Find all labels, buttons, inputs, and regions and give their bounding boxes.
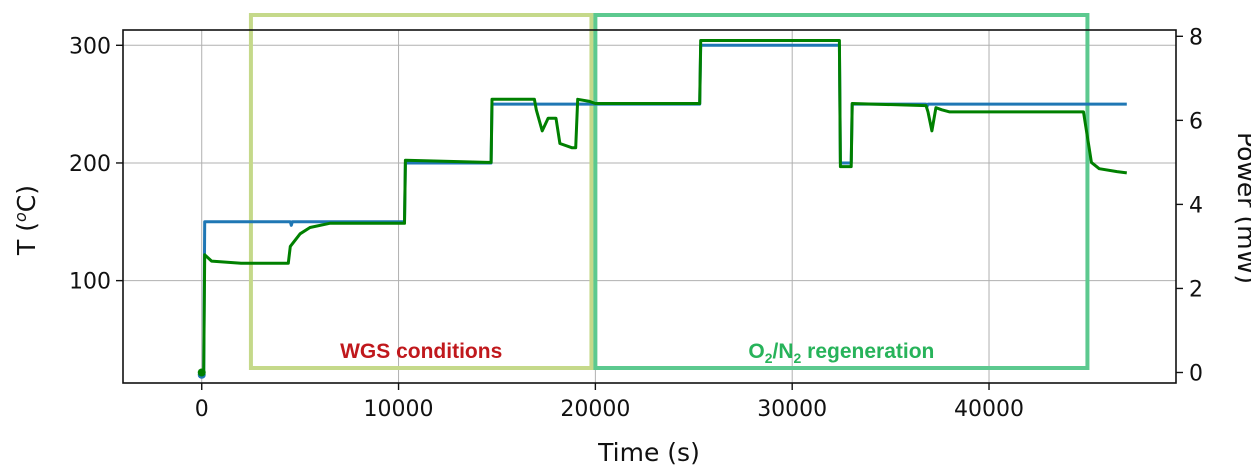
y-left-title-unit: C): [12, 185, 41, 212]
y-left-tick-label: 100: [69, 270, 111, 295]
region-label-2: O2/N2 regeneration: [748, 340, 934, 366]
x-tick-label: 0: [195, 397, 209, 422]
series-line-2: [200, 39, 1127, 374]
y-axis-title-left: T (oC): [11, 185, 41, 256]
y-left-title-main: T (: [12, 222, 41, 256]
series-start-point-2: [197, 368, 206, 377]
y-right-tick-label: 0: [1189, 361, 1203, 386]
x-tick-label: 30000: [757, 397, 827, 422]
y-left-tick-label: 200: [69, 152, 111, 177]
y-right-tick-label: 2: [1189, 277, 1203, 302]
y-right-tick-label: 4: [1189, 193, 1203, 218]
y-left-tick-label: 300: [69, 34, 111, 59]
region-box-2: [593, 13, 1090, 370]
x-tick-label: 20000: [560, 397, 630, 422]
x-tick-label: 40000: [954, 397, 1024, 422]
y-axis-title-right: Power (mW): [1232, 132, 1251, 284]
series-layer: [197, 39, 1127, 379]
region-box-1: [248, 13, 594, 370]
region-layer: WGS conditions O2/N2 regeneration: [248, 13, 1090, 370]
y-right-tick-label: 6: [1189, 109, 1203, 134]
series-line-1: [201, 43, 1127, 377]
x-tick-label: 10000: [364, 397, 434, 422]
y-right-tick-label: 8: [1189, 25, 1203, 50]
grid-layer: [123, 30, 1176, 383]
x-axis-title: Time (s): [597, 438, 700, 467]
tick-layer: 0 10000 20000 30000 40000 100 200 300 0 2 4 6 8: [69, 25, 1203, 422]
plot-frame: [122, 29, 1177, 384]
y-left-title-degree: o: [11, 212, 30, 222]
region-label-1: WGS conditions: [340, 340, 502, 363]
